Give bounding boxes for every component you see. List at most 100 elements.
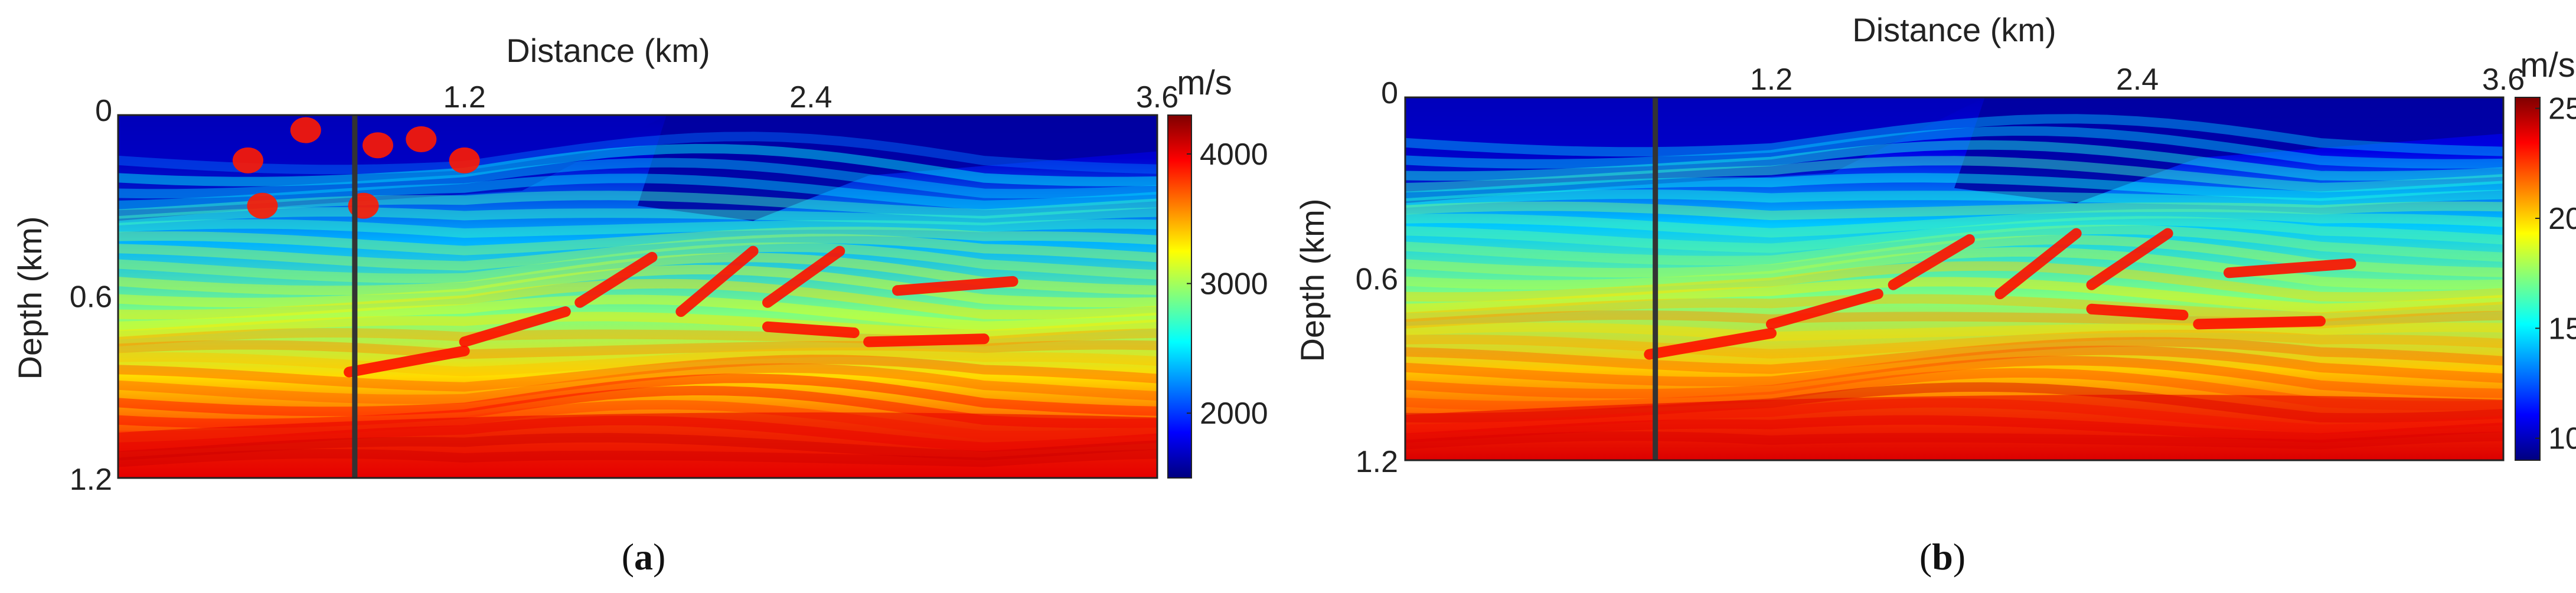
colorbar-tick-label: 1500 [2548,312,2576,346]
x-axis-ticks: 1.2 2.4 3.6 [443,80,1179,114]
colorbar-unit: m/s [2520,46,2575,84]
layer-band [1405,126,2503,169]
low-velocity-zone [1405,97,1985,204]
reflector [2086,228,2173,290]
y-tick-label: 0 [1381,76,1398,110]
y-tick-label: 1.2 [1356,445,1398,479]
layer-band [118,347,1157,376]
x-tick-label: 2.4 [2116,63,2159,97]
layer-band [118,191,1157,219]
chart-panel-b: Distance (km) Depth (km) 1.2 2.4 3.6 0 0.6 1… [1299,0,2576,593]
reflector [1994,228,2082,300]
layer-band [118,242,1157,283]
layer-band [1405,189,2503,208]
colorbar-tick-label: 1000 [2548,422,2576,456]
layer-band [118,279,1157,320]
velocity-anomaly [233,147,263,173]
y-axis-ticks: 0 0.6 1.2 [1356,76,1398,479]
low-velocity-zone [1954,97,2503,204]
reflector [892,276,1018,296]
y-tick-label: 1.2 [70,463,112,497]
layer-band [118,207,1157,226]
reflector [1644,327,1777,360]
layer-band [118,340,1157,359]
x-tick-label: 3.6 [2482,63,2525,97]
x-axis-title: Distance (km) [1852,11,2056,48]
reflector [2224,258,2356,279]
x-tick-label: 3.6 [1136,80,1178,114]
reflector [459,306,571,348]
reflector [1766,289,1883,330]
layer-band [1405,329,2503,359]
reflector [762,245,845,308]
high-velocity-base [118,412,1157,478]
reflector [1888,234,1975,290]
chart-panel-a: Distance (km) Depth (km) 1.2 2.4 3.6 0 0.6 1… [0,0,1287,593]
plot-frame [117,114,1158,479]
layer-band [1405,201,2503,221]
layer-band [1405,173,2503,201]
plot-area [1404,96,2505,461]
panel-caption: (a) [622,536,666,578]
layer-band [118,374,1157,417]
reflector [2193,316,2326,330]
colorbar-tick-label: 2500 [2548,92,2576,126]
colorbar-tick-label: 4000 [1200,137,1268,172]
high-velocity-base [1405,394,2503,460]
y-tick-label: 0 [95,94,112,128]
x-axis-title: Distance (km) [506,32,710,69]
colorbar-tick-label: 2000 [1200,397,1268,431]
layer-band [118,173,1157,210]
colorbar: m/s 1000 1500 2000 2500 [2515,46,2576,461]
layer-band [1405,114,2503,157]
reflector [762,321,860,338]
layer-band [1405,216,2503,253]
layer-band [1405,209,2503,238]
layer-band [118,158,1157,199]
layer-band [118,355,1157,392]
y-axis-ticks: 0 0.6 1.2 [70,94,112,497]
layer-band [1405,337,2503,374]
plot-area [117,114,1158,479]
velocity-anomaly [290,117,321,143]
reflector [2086,303,2189,320]
colorbar-scale [2515,97,2541,461]
y-axis-title: Depth (km) [11,217,48,380]
velocity-anomaly [247,192,278,219]
layer-band [1405,140,2503,181]
velocity-anomaly [363,132,393,159]
layer-band [1405,322,2503,342]
layer-band [118,143,1157,186]
reflector [863,333,990,348]
velocity-anomaly [406,126,437,152]
velocity-heatmap-b: Distance (km) Depth (km) 1.2 2.4 3.6 0 0.6 1… [1299,11,2576,578]
layer-band [118,234,1157,271]
x-axis-ticks: 1.2 2.4 3.6 [1750,63,2525,97]
layer-band [1405,345,2503,386]
reflector [574,251,658,308]
layer-band [1405,224,2503,266]
velocity-heatmap-a: Distance (km) Depth (km) 1.2 2.4 3.6 0 0.6 1… [11,32,1268,578]
layer-band [1405,156,2503,192]
colorbar-tick-label: 2000 [2548,202,2576,236]
plot-frame [1404,96,2505,461]
low-velocity-zone [638,115,1157,221]
reflector [344,345,470,378]
layer-band [118,294,1157,331]
x-tick-label: 2.4 [789,80,832,114]
layer-band [118,363,1157,404]
y-tick-label: 0.6 [70,280,112,314]
velocity-anomaly [449,147,480,173]
reflector [675,245,759,317]
colorbar: m/s 2000 3000 4000 [1167,64,1268,479]
layer-band [118,132,1157,175]
colorbar-scale [1167,114,1192,479]
layer-band [1405,261,2503,302]
layer-band [1405,356,2503,399]
x-tick-label: 1.2 [1750,63,1793,97]
y-axis-title: Depth (km) [1299,199,1331,362]
layer-band [118,227,1157,255]
panel-caption: (b) [1919,536,1966,578]
y-tick-label: 0.6 [1356,263,1398,297]
layer-band [118,219,1157,238]
